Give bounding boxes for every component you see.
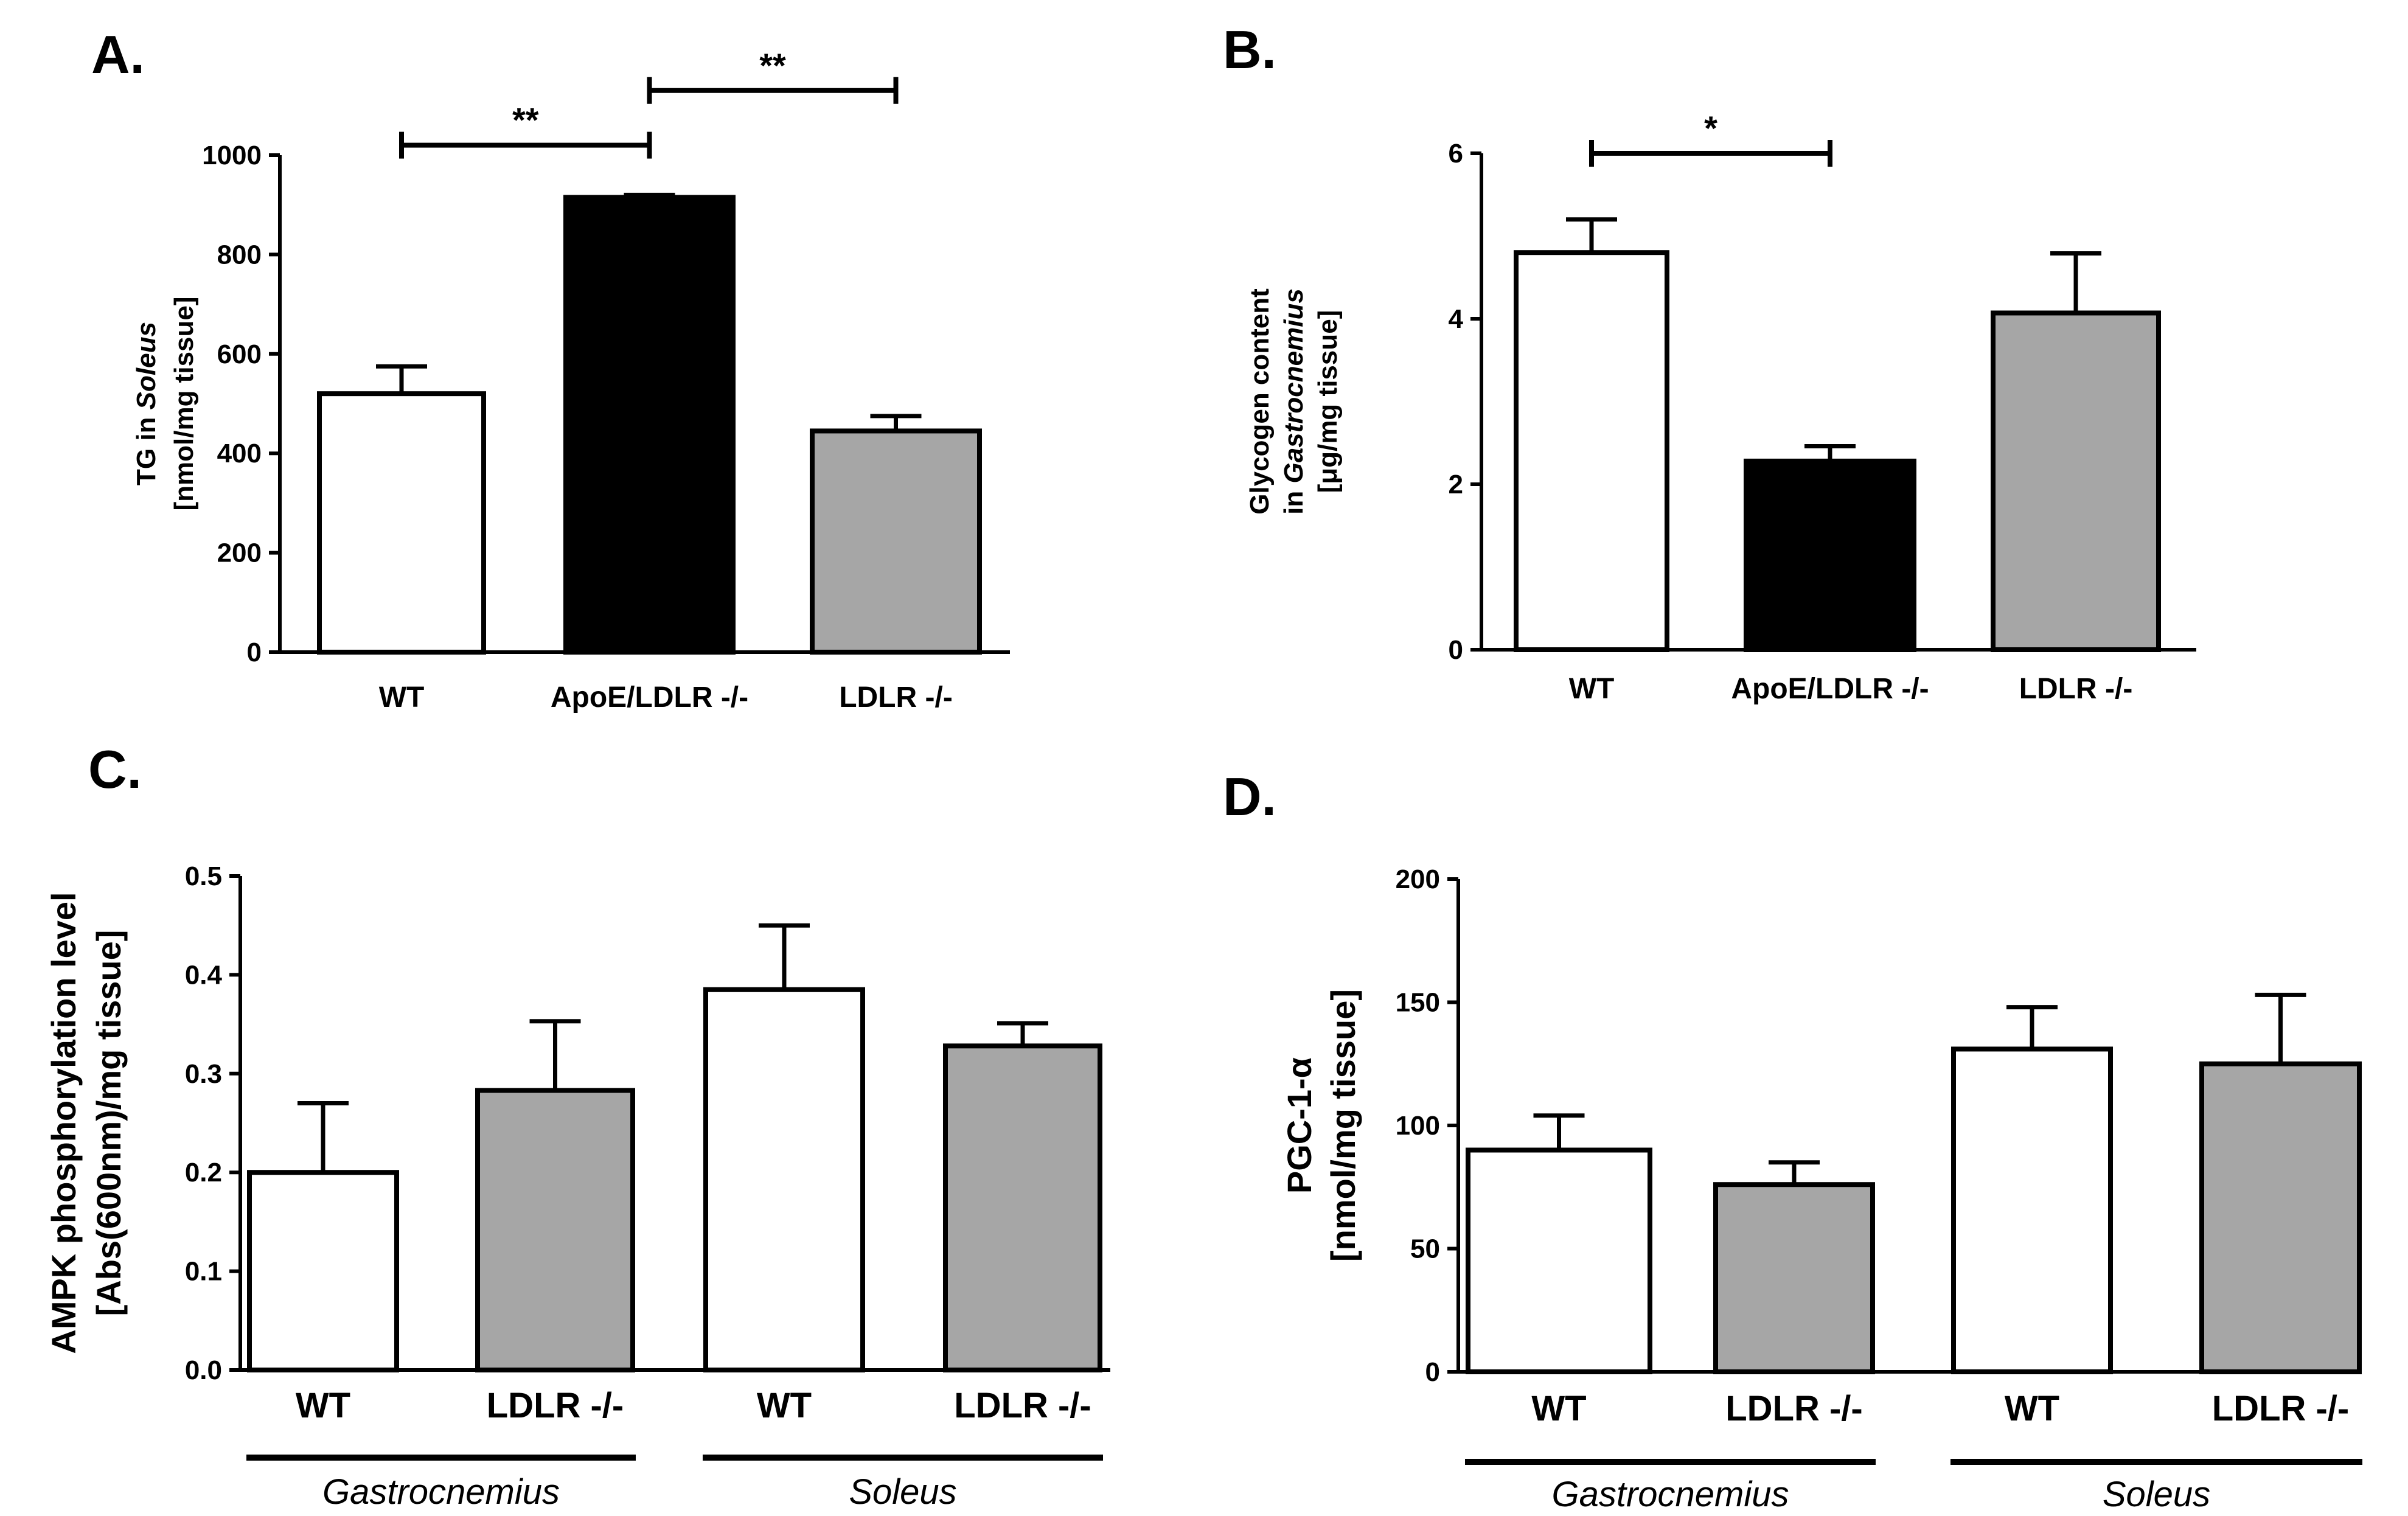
bar-wt: [703, 987, 865, 1372]
y-tick-label: 0.1: [185, 1257, 222, 1287]
y-axis-label-line: in Gastrocnemius: [1279, 288, 1309, 515]
y-axis-label: Glycogen content in Gastrocnemius [μg/mg t…: [1245, 288, 1343, 515]
y-axis-label-segment: PGC-1-α: [1280, 1057, 1318, 1194]
group-label: Gastrocnemius: [1551, 1475, 1789, 1514]
y-tick-label: 200: [1396, 864, 1440, 894]
category-label: ApoE/LDLR -/-: [1731, 673, 1929, 705]
y-tick-label: 0: [247, 638, 262, 667]
y-axis-label-segment: Soleus: [131, 322, 161, 409]
panel-label: C.: [88, 739, 142, 799]
y-tick-label: 0.2: [185, 1158, 222, 1187]
y-axis-label-segment: [μg/mg tissue]: [1313, 310, 1343, 493]
y-tick-label: 1000: [202, 141, 262, 170]
y-tick-label: 100: [1396, 1111, 1440, 1141]
y-tick-label: 200: [217, 538, 262, 568]
category-label: WT: [1531, 1389, 1586, 1428]
y-tick-label: 600: [217, 339, 262, 369]
category-label: LDLR -/-: [2019, 673, 2133, 705]
y-axis-label-segment: Gastrocnemius: [1279, 288, 1309, 483]
y-axis-label-line: [μg/mg tissue]: [1313, 310, 1343, 493]
group-label: Gastrocnemius: [322, 1472, 560, 1512]
bar-apoe-ldlr-: [563, 195, 736, 655]
bar-ldlr-: [2199, 1061, 2362, 1374]
y-tick-label: 0.4: [185, 960, 223, 990]
y-axis-label-segment: [Abs(600nm)/mg tissue]: [89, 930, 128, 1316]
y-tick-label: 0.0: [185, 1355, 222, 1385]
category-label: LDLR -/-: [2212, 1389, 2350, 1428]
bar-wt: [1951, 1046, 2113, 1374]
y-axis-label-line: AMPK phosphorylation level: [44, 892, 83, 1354]
significance-label: *: [1704, 109, 1717, 147]
y-axis-label-line: [nmol/mg tissue]: [169, 296, 199, 510]
y-axis-label-segment: Glycogen content: [1245, 288, 1275, 515]
bar-ldlr-: [943, 1043, 1102, 1372]
y-axis-label: TG in Soleus [nmol/mg tissue]: [131, 296, 199, 510]
y-tick-label: 150: [1396, 988, 1440, 1018]
bar-ldlr-: [475, 1088, 635, 1372]
group-label: Soleus: [2103, 1475, 2210, 1514]
y-tick-label: 0: [1449, 635, 1463, 665]
category-label: LDLR -/-: [954, 1386, 1091, 1425]
y-axis-label-line: [nmol/mg tissue]: [1324, 989, 1362, 1262]
panel-label: A.: [91, 24, 145, 85]
panel-b: B. 0 2 4 6 WT ApoE/LDLR -/- LDLR -/- * Glycogen c…: [1223, 19, 2196, 705]
panel-label: D.: [1223, 767, 1276, 827]
y-axis-label-line: [Abs(600nm)/mg tissue]: [89, 930, 128, 1316]
y-axis-label-line: Glycogen content: [1245, 288, 1275, 515]
y-tick-label: 2: [1449, 470, 1463, 499]
category-label: WT: [757, 1386, 812, 1425]
y-tick-label: 800: [217, 240, 262, 269]
group-label: Soleus: [849, 1472, 956, 1512]
category-label: WT: [296, 1386, 350, 1425]
category-label: WT: [2005, 1389, 2059, 1428]
y-tick-label: 0.5: [185, 861, 222, 891]
panel-a: A. 0 200 400 600 800 1000 WT ApoE/LDLR -/- LDLR -…: [91, 24, 1010, 714]
panel-c: C. 0.0 0.1 0.2 0.3 0.4 0.5 WT LDLR -/- WT LDLR -/-…: [44, 739, 1110, 1512]
category-label: LDLR -/-: [487, 1386, 624, 1425]
y-tick-label: 0: [1425, 1357, 1440, 1387]
y-tick-label: 4: [1449, 304, 1464, 334]
y-tick-label: 6: [1449, 139, 1463, 169]
y-axis-label: PGC-1-α [nmol/mg tissue]: [1280, 989, 1362, 1262]
bar-ldlr-: [1991, 310, 2161, 652]
y-axis-label: AMPK phosphorylation level [Abs(600nm)/mg…: [44, 892, 128, 1354]
bar-ldlr-: [810, 428, 982, 655]
y-axis-label-segment: TG in: [131, 409, 161, 485]
significance-label: **: [512, 101, 539, 139]
y-axis-label-segment: AMPK phosphorylation level: [44, 892, 83, 1354]
category-label: LDLR -/-: [1725, 1389, 1863, 1428]
bar-wt: [247, 1170, 399, 1372]
y-tick-label: 400: [217, 439, 262, 468]
y-axis-label-segment: [nmol/mg tissue]: [169, 296, 199, 510]
bar-wt: [1514, 250, 1669, 652]
significance-label: **: [759, 46, 786, 85]
category-label: WT: [1569, 673, 1615, 705]
panel-label: B.: [1223, 19, 1276, 80]
panel-d: D. 0 50 100 150 200 WT LDLR -/- WT LDLR -/- Gastro…: [1223, 767, 2362, 1514]
bar-wt: [317, 391, 486, 655]
bar-ldlr-: [1713, 1182, 1875, 1374]
category-label: LDLR -/-: [839, 681, 953, 714]
y-tick-label: 50: [1410, 1234, 1440, 1264]
bar-wt: [1466, 1147, 1652, 1374]
category-label: WT: [379, 681, 425, 714]
y-tick-label: 0.3: [185, 1059, 222, 1089]
y-axis-label-line: TG in Soleus: [131, 322, 161, 485]
bar-apoe-ldlr-: [1744, 458, 1916, 652]
y-axis-label-segment: in: [1279, 484, 1309, 515]
category-label: ApoE/LDLR -/-: [551, 681, 748, 714]
y-axis-label-segment: [nmol/mg tissue]: [1324, 989, 1362, 1262]
y-axis-label-line: PGC-1-α: [1280, 1057, 1318, 1194]
